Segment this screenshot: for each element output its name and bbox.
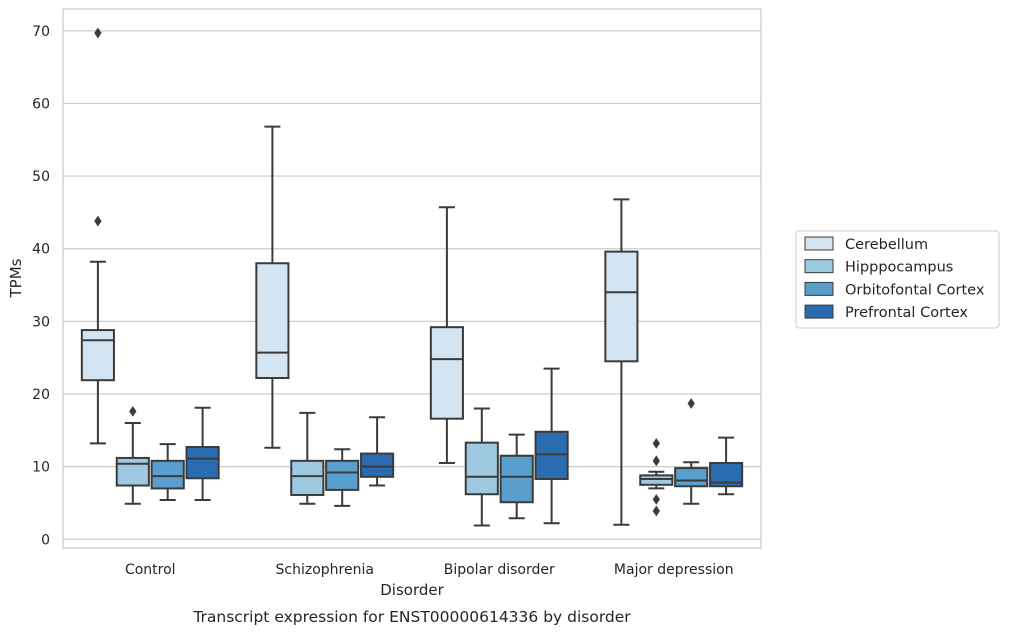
- outlier-point: [94, 215, 102, 227]
- legend-swatch: [804, 236, 834, 251]
- chart-caption: Transcript expression for ENST0000061433…: [192, 608, 631, 626]
- y-axis-label: TPMs: [7, 258, 25, 298]
- box-cerebellum: [80, 27, 115, 445]
- box-orbitofontal-cortex: [325, 448, 360, 507]
- box-iqr: [604, 250, 639, 363]
- box-iqr: [115, 456, 150, 487]
- outlier-point: [652, 438, 660, 449]
- box-prefrontal-cortex: [360, 416, 395, 487]
- box-prefrontal-cortex: [709, 436, 744, 496]
- box-hipppocampus: [115, 406, 150, 505]
- box-cerebellum: [429, 206, 464, 465]
- box-cerebellum: [604, 198, 639, 526]
- y-tick-label: 50: [32, 169, 50, 185]
- box-cerebellum: [255, 125, 290, 449]
- box-prefrontal-cortex: [185, 406, 220, 502]
- x-tick-label: Control: [125, 562, 176, 578]
- box-iqr: [325, 459, 360, 491]
- x-tick-label: Bipolar disorder: [444, 562, 555, 578]
- box-iqr: [150, 459, 185, 490]
- box-iqr: [709, 462, 744, 488]
- y-tick-label: 20: [32, 387, 50, 403]
- box-iqr: [185, 446, 220, 480]
- legend-frame: [795, 230, 1000, 329]
- box-iqr: [499, 454, 534, 504]
- legend-swatch: [804, 304, 834, 319]
- y-tick-label: 10: [32, 460, 50, 476]
- outlier-point: [129, 406, 137, 417]
- box-iqr: [80, 329, 115, 382]
- box-orbitofontal-cortex: [674, 398, 709, 505]
- outlier-point: [652, 455, 660, 467]
- x-axis-label: Disorder: [380, 581, 444, 599]
- plot-area-frame: [62, 8, 762, 549]
- outlier-point: [687, 398, 695, 409]
- box-marks: [80, 27, 744, 527]
- box-iqr: [674, 467, 709, 488]
- y-tick-label: 70: [32, 24, 50, 40]
- box-hipppocampus: [290, 411, 325, 505]
- x-tick-label: Schizophrenia: [276, 562, 374, 578]
- legend-label: Hipppocampus: [845, 260, 953, 276]
- legend-label: Prefrontal Cortex: [845, 305, 968, 321]
- box-iqr: [534, 430, 569, 480]
- y-tick-label: 0: [41, 532, 50, 548]
- box-prefrontal-cortex: [534, 367, 569, 525]
- legend-swatch: [804, 259, 834, 274]
- box-iqr: [255, 262, 290, 380]
- x-axis-ticks: Control Schizophrenia Bipolar disorder Majo…: [125, 562, 734, 578]
- y-tick-label: 60: [32, 96, 50, 112]
- legend-swatch: [804, 281, 834, 296]
- box-hipppocampus: [464, 407, 499, 527]
- box-orbitofontal-cortex: [150, 443, 185, 502]
- outlier-point: [94, 27, 102, 39]
- box-orbitofontal-cortex: [499, 433, 534, 520]
- box-iqr: [290, 459, 325, 496]
- legend: Cerebellum Hipppocampus Orbitofontal Corte…: [795, 230, 1000, 329]
- legend-label: Cerebellum: [845, 237, 928, 253]
- box-iqr: [639, 474, 674, 486]
- box-iqr: [360, 452, 395, 478]
- box-iqr: [429, 326, 464, 420]
- x-tick-label: Major depression: [614, 562, 734, 578]
- y-axis-ticks: 0 10 20 30 40 50 60 70: [32, 24, 50, 548]
- box-iqr: [464, 441, 499, 496]
- y-tick-label: 40: [32, 242, 50, 258]
- legend-label: Orbitofontal Cortex: [845, 282, 985, 298]
- box-hipppocampus: [639, 438, 674, 517]
- y-tick-label: 30: [32, 314, 50, 330]
- outlier-point: [652, 505, 660, 517]
- outlier-point: [652, 493, 660, 505]
